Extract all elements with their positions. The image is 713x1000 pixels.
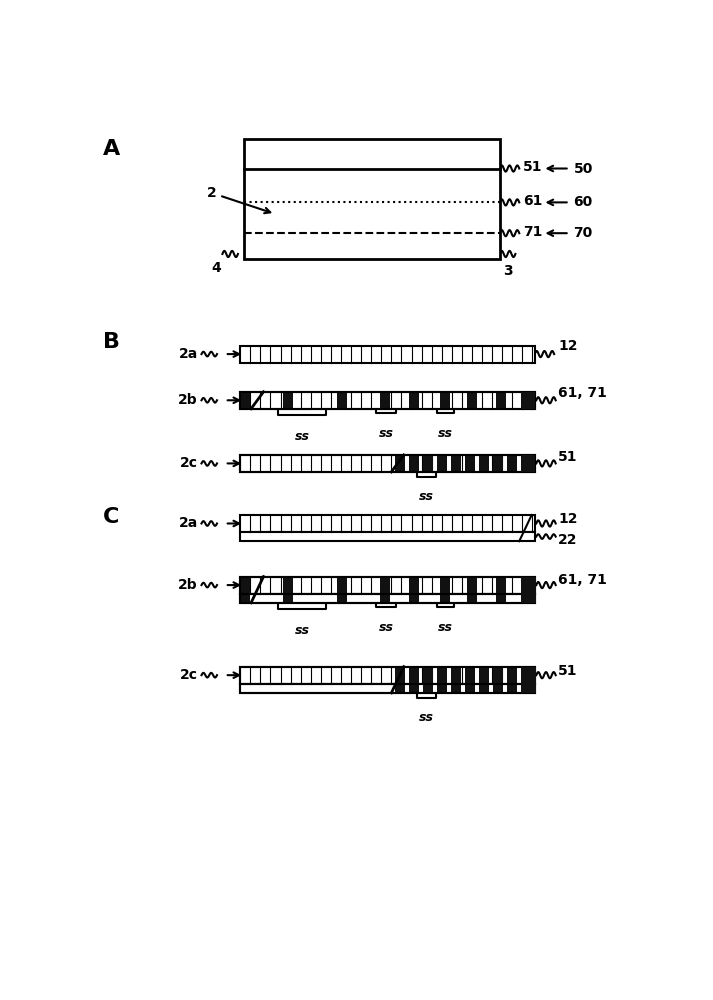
Text: 12: 12 [558, 512, 578, 526]
Bar [240, 684, 535, 693]
Bar [520, 392, 535, 409]
Bar [437, 667, 447, 693]
Bar [337, 392, 347, 409]
Bar [240, 594, 535, 603]
Bar [283, 392, 293, 409]
Bar [337, 577, 347, 603]
Bar [409, 667, 419, 693]
Text: 51: 51 [558, 664, 578, 678]
Bar [240, 515, 535, 532]
Text: 60: 60 [573, 195, 593, 209]
Bar [395, 455, 405, 472]
Bar [520, 667, 536, 693]
Bar [465, 455, 475, 472]
Bar [423, 667, 434, 693]
Text: 22: 22 [558, 533, 578, 547]
Bar [240, 532, 535, 541]
Text: 61, 71: 61, 71 [558, 386, 607, 400]
Bar [467, 392, 478, 409]
Text: 71: 71 [523, 225, 543, 239]
Text: ss: ss [419, 711, 434, 724]
Bar [244, 139, 500, 259]
Bar [493, 455, 503, 472]
Text: 4: 4 [211, 261, 221, 275]
Bar [496, 577, 506, 603]
Bar [507, 455, 517, 472]
Text: 61: 61 [523, 194, 543, 208]
Bar [240, 455, 535, 472]
Bar [240, 392, 535, 409]
Bar [240, 667, 535, 684]
Bar [240, 346, 535, 363]
Text: 51: 51 [558, 450, 578, 464]
Text: 51: 51 [523, 160, 543, 174]
Bar [283, 577, 293, 603]
Bar [395, 667, 405, 693]
Bar [479, 667, 489, 693]
Text: ss: ss [379, 621, 394, 634]
Bar [409, 455, 419, 472]
Text: 2c: 2c [180, 456, 198, 470]
Text: 50: 50 [573, 162, 593, 176]
Bar [467, 577, 478, 603]
Text: ss: ss [419, 490, 434, 503]
Text: ss: ss [379, 427, 394, 440]
Bar [493, 667, 503, 693]
Text: 2b: 2b [178, 393, 198, 407]
Text: 2a: 2a [178, 347, 198, 361]
Bar [409, 392, 419, 409]
Text: ss: ss [438, 427, 453, 440]
Text: 2a: 2a [178, 516, 198, 530]
Bar [520, 455, 535, 472]
Bar [520, 577, 536, 603]
Text: 70: 70 [573, 226, 593, 240]
Bar [240, 577, 535, 603]
Bar [423, 455, 434, 472]
Bar [496, 392, 506, 409]
Text: B: B [103, 332, 120, 352]
Text: ss: ss [438, 621, 453, 634]
Bar [240, 577, 250, 603]
Bar [380, 577, 390, 603]
Text: 2: 2 [207, 186, 217, 200]
Bar [451, 455, 461, 472]
Bar [440, 577, 451, 603]
Text: 2c: 2c [180, 668, 198, 682]
Text: ss: ss [294, 430, 309, 443]
Text: C: C [103, 507, 120, 527]
Text: 61, 71: 61, 71 [558, 573, 607, 587]
Bar [240, 667, 535, 693]
Text: 2b: 2b [178, 578, 198, 592]
Text: ss: ss [294, 624, 309, 637]
Bar [380, 392, 390, 409]
Bar [440, 392, 451, 409]
Bar [409, 577, 419, 603]
Bar [240, 392, 250, 409]
Bar [240, 392, 535, 409]
Bar [240, 577, 535, 594]
Bar [451, 667, 461, 693]
Bar [507, 667, 517, 693]
Text: 12: 12 [558, 339, 578, 353]
Text: 3: 3 [503, 264, 513, 278]
Bar [240, 455, 535, 472]
Bar [479, 455, 489, 472]
Bar [465, 667, 475, 693]
Bar [437, 455, 447, 472]
Text: A: A [103, 139, 120, 159]
